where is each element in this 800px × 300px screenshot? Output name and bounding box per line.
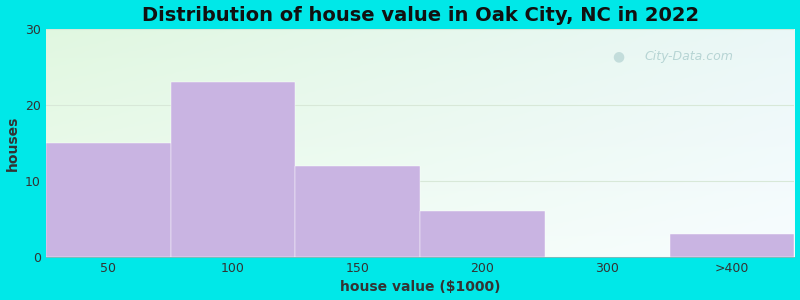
- Text: ●: ●: [613, 49, 625, 63]
- Bar: [420, 212, 545, 257]
- Text: City-Data.com: City-Data.com: [645, 50, 734, 63]
- Bar: [670, 234, 794, 257]
- Bar: [170, 82, 295, 257]
- X-axis label: house value ($1000): house value ($1000): [340, 280, 500, 294]
- Bar: [46, 143, 170, 257]
- Y-axis label: houses: houses: [6, 115, 19, 171]
- Bar: [295, 166, 420, 257]
- Title: Distribution of house value in Oak City, NC in 2022: Distribution of house value in Oak City,…: [142, 6, 698, 25]
